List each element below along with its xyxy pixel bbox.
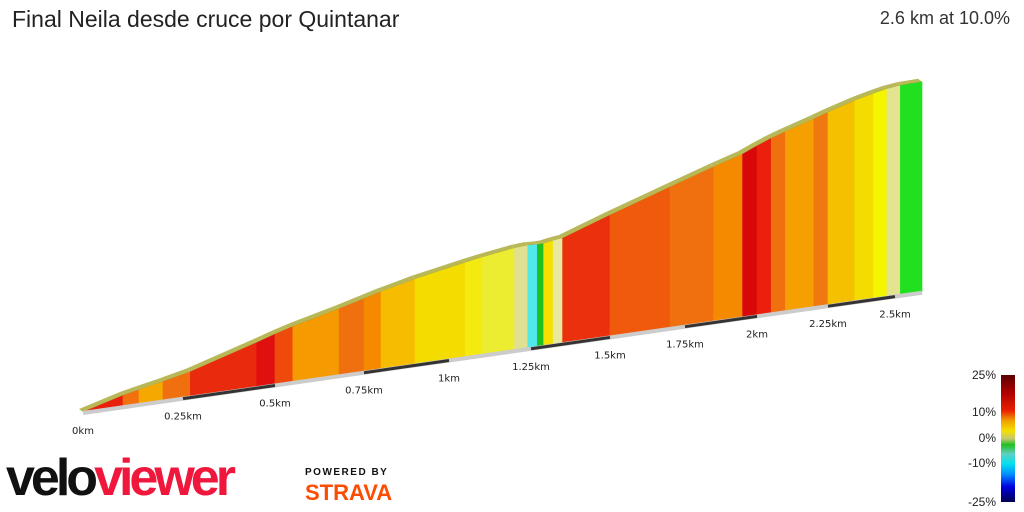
gradient-segment	[785, 118, 815, 312]
gradient-segment	[514, 244, 529, 351]
segment-top-face	[533, 240, 544, 245]
gradient-segment	[669, 166, 715, 329]
gradient-segment	[827, 100, 856, 306]
veloviewer-logo[interactable]: veloviewer	[6, 449, 236, 507]
gradient-segment	[770, 131, 786, 314]
gradient-legend-bar	[1001, 375, 1015, 502]
gradient-segment	[854, 93, 874, 302]
gradient-segment	[380, 278, 416, 370]
segment-summary: 2.6 km at 10.0%	[879, 8, 1010, 28]
gradient-segment	[465, 256, 483, 358]
segment-top-face	[882, 82, 901, 89]
x-tick-label: 2.25km	[809, 319, 847, 330]
gradient-segment	[552, 237, 563, 345]
segment-top-face	[271, 323, 293, 335]
segment-top-face	[119, 386, 139, 396]
x-tick-label: 1.5km	[594, 350, 625, 361]
x-tick-label: 1km	[438, 374, 460, 385]
segment-top-face	[666, 163, 714, 187]
segment-top-face	[781, 115, 814, 132]
gradient-segment	[713, 153, 743, 322]
segment-top-face	[896, 78, 922, 86]
segment-top-face	[558, 212, 610, 239]
segment-top-face	[288, 305, 340, 327]
segment-top-face	[411, 259, 466, 280]
gradient-segment	[414, 262, 466, 365]
x-tick-label: 0.25km	[164, 412, 202, 423]
segment-top-face	[477, 245, 515, 258]
segment-top-face	[549, 235, 563, 241]
legend-label: -10%	[967, 456, 996, 470]
segment-top-face	[753, 135, 772, 146]
segment-top-face	[809, 109, 828, 119]
gradient-segment	[481, 247, 515, 356]
gradient-segment	[537, 243, 544, 348]
gradient-segment	[756, 137, 772, 316]
segment-top-face	[767, 128, 786, 139]
legend-label: 25%	[971, 368, 996, 382]
gradient-segment	[813, 111, 829, 308]
segment-top-face	[539, 237, 554, 244]
gradient-segment	[363, 291, 382, 373]
distance-band	[530, 335, 611, 351]
gradient-segment	[886, 85, 901, 298]
segment-top-face	[709, 151, 743, 167]
segment-top-face	[79, 392, 123, 412]
segment-top-face	[869, 85, 887, 94]
legend-label: 10%	[971, 405, 996, 419]
segment-top-face	[335, 295, 364, 309]
gradient-segment	[274, 326, 294, 385]
x-tick-label: 2.5km	[879, 310, 910, 321]
gradient-segment	[543, 240, 554, 347]
distance-band	[827, 295, 896, 308]
segment-top-face	[252, 331, 275, 343]
segment-top-face	[824, 97, 855, 113]
segment-top-face	[523, 241, 538, 246]
segment-top-face	[738, 142, 757, 155]
distance-band	[363, 359, 450, 375]
distance-band	[684, 314, 758, 329]
gradient-segment	[742, 145, 758, 318]
segment-top-face	[135, 378, 163, 390]
segment-top-face	[186, 339, 257, 372]
gradient-segment	[873, 88, 888, 300]
x-tick-label: 1.25km	[512, 362, 550, 373]
legend-label: 0%	[978, 431, 996, 445]
segment-top-face	[377, 276, 415, 292]
segment-top-face	[850, 90, 874, 101]
segment-title: Final Neila desde cruce por Quintanar	[12, 6, 400, 32]
x-tick-label: 1.75km	[666, 340, 704, 351]
segment-top-face	[360, 288, 381, 299]
powered-by-label: POWERED BY	[305, 467, 389, 478]
x-tick-label: 0.5km	[259, 398, 290, 409]
gradient-segment	[527, 244, 538, 349]
gradient-segment	[256, 333, 276, 388]
segment-top-face	[510, 242, 528, 249]
segment-top-face	[159, 368, 191, 382]
segment-top-face	[461, 254, 482, 263]
gradient-segment	[900, 81, 923, 296]
x-tick-label: 0km	[72, 426, 94, 437]
strava-logo[interactable]: STRAVA	[305, 480, 393, 505]
x-tick-label: 0.75km	[345, 386, 383, 397]
gradient-segment	[338, 298, 365, 376]
legend-label: -25%	[967, 495, 996, 509]
distance-band	[182, 383, 276, 401]
segment-top-face	[606, 183, 670, 216]
x-tick-label: 2km	[746, 329, 768, 340]
